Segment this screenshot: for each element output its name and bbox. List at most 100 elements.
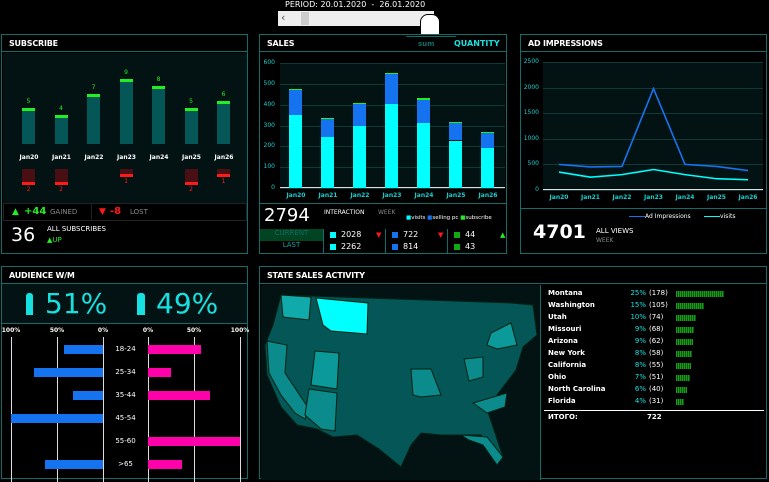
state-bar xyxy=(676,339,693,345)
state-florida[interactable] xyxy=(460,434,504,466)
state-pct: 10% xyxy=(630,313,646,321)
audience-panel: AUDIENCE W/M 51% 49% 100% 50% 0% 0% 50% 100% 1… xyxy=(1,266,249,482)
gained-bar xyxy=(184,108,198,144)
cell-visits: 2028 xyxy=(341,230,362,239)
down-arrow-icon: ▼ xyxy=(99,207,106,217)
state-montana[interactable] xyxy=(315,297,369,335)
period-scrollbar[interactable]: ‹ › xyxy=(278,11,434,26)
total-divider xyxy=(544,410,764,411)
gained-bar xyxy=(54,115,68,144)
state-washington[interactable] xyxy=(280,294,312,321)
cell-subscribe: 43 xyxy=(465,242,476,251)
state-list: Montana 25% (178) Washington 15% (105) Utah 10%… xyxy=(544,289,766,479)
x-label: Jan26 xyxy=(478,192,498,199)
sales-chart: 0 100 200 300 400 500 600 Jan20 Jan21 Jan22 Jan23 J… xyxy=(260,53,506,203)
x-label: Jan25 xyxy=(446,192,466,199)
lost-label: 1 xyxy=(124,178,128,185)
legend-ad-impressions: Ad Impressions xyxy=(645,213,691,220)
scroll-left-icon[interactable]: ‹ xyxy=(281,11,286,24)
gained-bar xyxy=(119,79,133,144)
cell-selling: 722 xyxy=(403,230,419,239)
audience-title: AUDIENCE W/M xyxy=(2,267,247,284)
gained-bar xyxy=(22,108,35,144)
subscribe-title: SUBSCRIBE xyxy=(2,35,247,52)
state-bar xyxy=(676,363,691,369)
y-tick: 200 xyxy=(263,142,275,150)
cell-divider xyxy=(447,241,448,253)
state-bar xyxy=(676,303,705,309)
swatch-icon xyxy=(454,244,460,250)
period-from: 20.01.2020 xyxy=(320,0,367,9)
x-label: Jan20 xyxy=(19,154,39,161)
women-bar xyxy=(148,345,202,354)
state-arizona[interactable] xyxy=(304,388,338,432)
cell-divider xyxy=(385,241,386,253)
state-ohio[interactable] xyxy=(463,356,484,382)
state-name: North Carolina xyxy=(548,385,606,393)
age-label: 25-34 xyxy=(115,368,136,376)
week-label: WEEK xyxy=(378,209,396,216)
state-count: (68) xyxy=(649,325,664,333)
audience-chart: 100% 50% 0% 0% 50% 100% 18-24 25-34 35-44 45-54 55… xyxy=(2,325,249,482)
x-label: Jan24 xyxy=(149,154,169,161)
state-title: STATE SALES ACTIVITY xyxy=(260,267,766,284)
gained-label: 4 xyxy=(59,105,63,113)
state-count: (74) xyxy=(649,313,664,321)
women-bar xyxy=(148,460,183,469)
state-pct: 9% xyxy=(634,337,646,345)
period-caption: PERIOD: xyxy=(285,0,318,9)
y-gridline xyxy=(280,63,505,64)
women-percent: 49% xyxy=(156,287,219,320)
state-new-york[interactable] xyxy=(486,322,518,350)
bar-subscribe xyxy=(385,72,398,75)
subscribe-total-label: ALL SUBSCRIBES xyxy=(47,225,106,233)
scroll-thumb[interactable] xyxy=(301,12,309,25)
x-gridline xyxy=(11,337,12,482)
tab-quantity[interactable]: QUANTITY xyxy=(454,39,500,48)
state-name: Arizona xyxy=(548,337,578,345)
period-sep: - xyxy=(371,0,375,9)
state-pct: 9% xyxy=(634,325,646,333)
tab-sum-label[interactable]: sum xyxy=(418,40,435,48)
state-bar xyxy=(676,351,692,357)
state-count: (55) xyxy=(649,361,664,369)
gained-label: 9 xyxy=(124,69,128,77)
state-missouri[interactable] xyxy=(410,368,442,398)
x-gridline xyxy=(240,337,241,482)
x-label: Jan23 xyxy=(644,194,663,201)
men-percent: 51% xyxy=(45,287,108,320)
trend-up: ▲UP xyxy=(47,236,62,244)
woman-icon xyxy=(137,293,145,315)
state-california[interactable] xyxy=(266,340,310,420)
x-label: Jan25 xyxy=(182,154,201,161)
state-name: Montana xyxy=(548,289,583,297)
y-tick: 400 xyxy=(263,100,275,108)
subscribe-panel: SUBSCRIBE 5 Jan20 2 4 Jan21 2 7 Jan22 9 Jan23 1 8 Ja… xyxy=(1,34,248,254)
ads-chart: 0 500 1000 1500 2000 2500 Jan20 Jan21 Jan22 Jan23… xyxy=(521,53,766,208)
state-utah[interactable] xyxy=(310,350,340,390)
cell-subscribe: 44 xyxy=(465,230,476,239)
legend-subscribe: subscribe xyxy=(465,215,492,221)
man-icon xyxy=(26,293,33,315)
age-label: 45-54 xyxy=(115,414,136,422)
x-tick: 50% xyxy=(49,327,65,334)
state-count: (62) xyxy=(649,337,664,345)
bar-visits xyxy=(449,140,462,188)
bar-selling-pc xyxy=(321,119,334,138)
swatch-icon xyxy=(392,232,398,238)
y-tick: 1000 xyxy=(523,134,539,142)
state-bar xyxy=(676,315,696,321)
legend-visits: visits xyxy=(411,215,426,221)
y-tick: 500 xyxy=(263,79,275,87)
bar-visits xyxy=(385,103,398,188)
sales-panel: SALES sum QUANTITY 0 100 200 300 400 500 600 Ja… xyxy=(259,34,507,254)
gained-bar xyxy=(152,86,165,144)
y-gridline xyxy=(280,188,505,189)
state-north-carolina[interactable] xyxy=(471,392,508,414)
state-count: (178) xyxy=(649,289,668,297)
x-gridline xyxy=(103,337,104,482)
cell-divider xyxy=(447,229,448,241)
y-tick: 2500 xyxy=(523,58,539,65)
lost-value: -8 xyxy=(110,206,122,217)
line-ad-impressions xyxy=(558,86,749,172)
